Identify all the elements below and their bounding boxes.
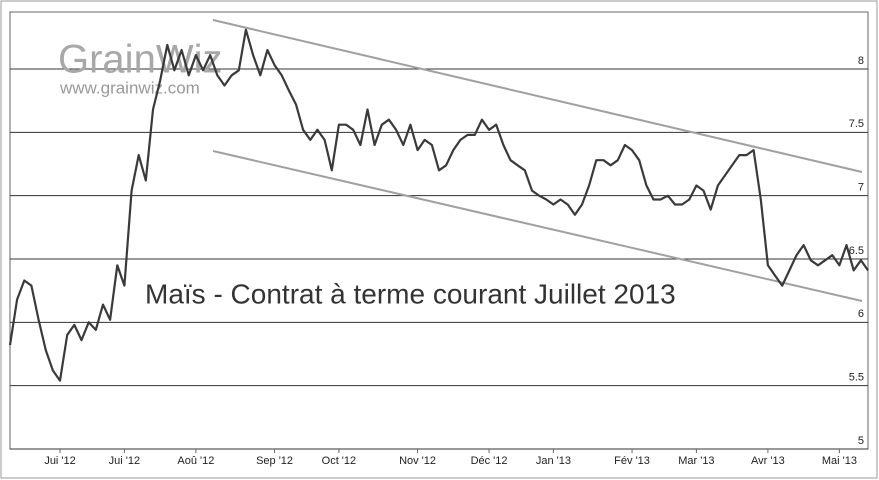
x-tick-label: Nov '12 <box>399 455 436 467</box>
x-tick-label: Sep '12 <box>256 455 293 467</box>
x-tick-label: Déc '12 <box>471 455 508 467</box>
y-tick-label: 5 <box>858 435 864 447</box>
y-tick-label: 5.5 <box>849 372 864 384</box>
plot-area <box>9 11 869 450</box>
x-tick-label: Oct '12 <box>322 455 357 467</box>
marks <box>8 28 869 382</box>
watermark-url: www.grainwiz.com <box>59 78 200 97</box>
x-tick-label: Fév '13 <box>614 455 650 467</box>
price-line <box>8 28 869 382</box>
x-tick-label: Aoû '12 <box>177 455 214 467</box>
x-tick-label: Jui '12 <box>109 455 140 467</box>
x-tick-label: Avr '13 <box>751 455 785 467</box>
y-tick-label: 7 <box>858 182 864 194</box>
x-tick-label: Mai '13 <box>822 455 857 467</box>
grid: 5 5.5 6 6.5 7 7.5 8 Jui '12 Jui '12 Aoû '12 Sep '1… <box>10 55 868 467</box>
y-tick-label: 6.5 <box>849 245 864 257</box>
y-tick-label: 6 <box>858 308 864 320</box>
y-tick-label: 8 <box>858 55 864 67</box>
x-tick-label: Mar '13 <box>678 455 714 467</box>
trend-line <box>212 19 863 173</box>
x-tick-label: Jan '13 <box>536 455 571 467</box>
y-tick-label: 7.5 <box>849 118 864 130</box>
x-tick-label: Jui '12 <box>44 455 75 467</box>
chart-title: Maïs - Contrat à terme courant Juillet 2… <box>145 278 676 309</box>
trend-line <box>212 150 863 302</box>
